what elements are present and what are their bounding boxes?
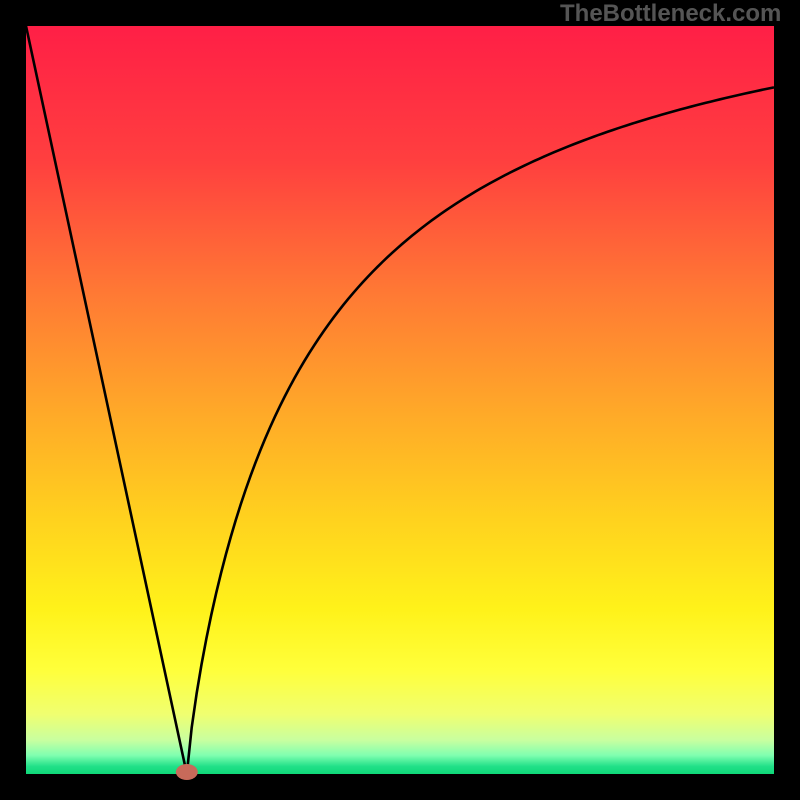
optimal-point-marker bbox=[176, 764, 198, 780]
watermark-text: TheBottleneck.com bbox=[560, 0, 781, 28]
chart-frame: TheBottleneck.com bbox=[0, 0, 800, 800]
bottleneck-chart bbox=[0, 0, 800, 800]
plot-background bbox=[26, 26, 774, 774]
